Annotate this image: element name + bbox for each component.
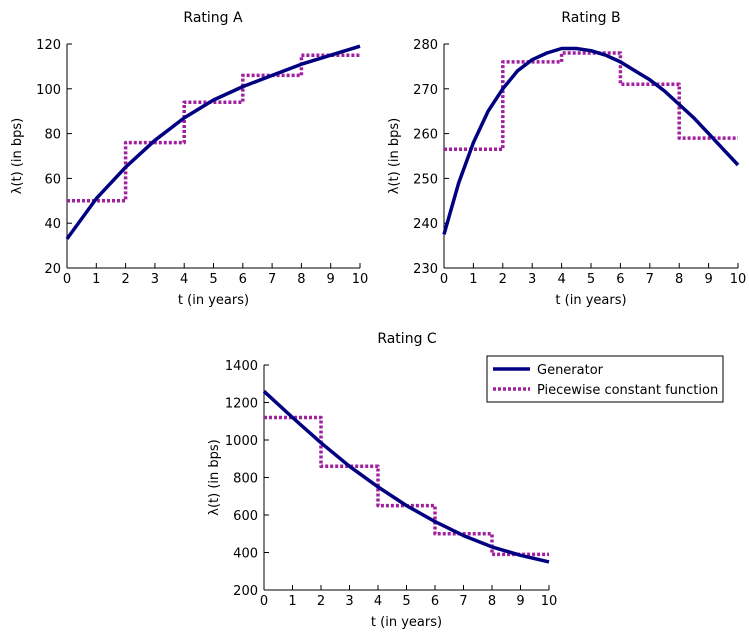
- x-tick-label: 9: [327, 272, 335, 287]
- x-tick-label: 2: [317, 594, 325, 609]
- y-tick-label: 100: [36, 83, 61, 98]
- x-tick-label: 2: [121, 272, 129, 287]
- y-tick-label: 270: [413, 83, 438, 98]
- y-tick-label: 230: [413, 262, 438, 277]
- chart-title: Rating C: [377, 331, 437, 347]
- x-tick-label: 10: [730, 272, 747, 287]
- x-axis-title: t (in years): [555, 293, 626, 308]
- x-tick-label: 5: [209, 272, 217, 287]
- piecewise-constant-line: [67, 53, 360, 203]
- y-tick-label: 120: [36, 38, 61, 53]
- x-tick-label: 2: [499, 272, 507, 287]
- x-tick-label: 10: [541, 594, 558, 609]
- y-axis-title: λ(t) (in bps): [387, 118, 402, 194]
- x-tick-label: 8: [488, 594, 496, 609]
- x-tick-label: 10: [352, 272, 369, 287]
- x-tick-label: 1: [92, 272, 100, 287]
- x-tick-label: 7: [646, 272, 654, 287]
- x-axis-title: t (in years): [371, 615, 442, 630]
- x-tick-label: 8: [297, 272, 305, 287]
- y-tick-label: 800: [233, 472, 258, 487]
- y-axis-title: λ(t) (in bps): [10, 118, 25, 194]
- x-tick-label: 0: [440, 272, 448, 287]
- x-tick-label: 4: [180, 272, 188, 287]
- piecewise-constant-line: [264, 415, 549, 557]
- legend-piecewise-label: Piecewise constant function: [537, 383, 718, 398]
- x-tick-label: 0: [63, 272, 71, 287]
- y-tick-label: 200: [233, 584, 258, 599]
- x-tick-label: 4: [557, 272, 565, 287]
- x-tick-label: 9: [704, 272, 712, 287]
- y-tick-label: 1200: [225, 397, 258, 412]
- y-tick-label: 40: [44, 217, 61, 232]
- chart-panel-rating-b: Rating B 0 1 2 3 4 5 6 7 8 9 10 230 240 250 260 270 280 t …: [387, 10, 746, 308]
- y-tick-label: 250: [413, 172, 438, 187]
- x-tick-label: 1: [469, 272, 477, 287]
- x-tick-label: 3: [151, 272, 159, 287]
- y-tick-label: 240: [413, 217, 438, 232]
- x-tick-label: 3: [528, 272, 536, 287]
- y-tick-label: 1000: [225, 434, 258, 449]
- x-tick-label: 9: [516, 594, 524, 609]
- generator-line: [262, 390, 550, 564]
- x-tick-label: 1: [288, 594, 296, 609]
- y-tick-label: 600: [233, 509, 258, 524]
- generator-line: [442, 46, 740, 235]
- x-tick-label: 8: [675, 272, 683, 287]
- x-tick-label: 7: [459, 594, 467, 609]
- y-axis-title: λ(t) (in bps): [207, 439, 222, 515]
- chart-panel-rating-c: Rating C 0 1 2 3 4 5 6 7 8 9 10 200 400 600 800 1000 1200…: [207, 331, 557, 630]
- y-tick-label: 260: [413, 128, 438, 143]
- chart-title: Rating A: [183, 10, 243, 26]
- generator-line: [65, 44, 361, 240]
- x-axis-title: t (in years): [178, 293, 249, 308]
- x-tick-label: 4: [374, 594, 382, 609]
- x-tick-label: 6: [616, 272, 624, 287]
- y-tick-label: 60: [44, 172, 61, 187]
- y-tick-label: 80: [44, 128, 61, 143]
- x-tick-label: 7: [268, 272, 276, 287]
- chart-title: Rating B: [561, 10, 620, 26]
- legend-box: [486, 355, 724, 403]
- legend-generator-label: Generator: [537, 363, 604, 378]
- x-tick-label: 0: [260, 594, 268, 609]
- chart-panel-rating-a: Rating A 0 1 2 3 4 5 6 7 8 9 10 20 40 60 80 100 120 t (in …: [10, 10, 368, 308]
- x-tick-label: 5: [587, 272, 595, 287]
- x-tick-label: 5: [402, 594, 410, 609]
- y-tick-label: 1400: [225, 359, 258, 374]
- piecewise-constant-line: [444, 51, 738, 152]
- x-tick-label: 3: [345, 594, 353, 609]
- y-tick-label: 20: [44, 262, 61, 277]
- y-tick-label: 280: [413, 38, 438, 53]
- x-tick-label: 6: [431, 594, 439, 609]
- y-tick-label: 400: [233, 547, 258, 562]
- legend: Generator Piecewise constant function: [486, 355, 724, 403]
- x-tick-label: 6: [239, 272, 247, 287]
